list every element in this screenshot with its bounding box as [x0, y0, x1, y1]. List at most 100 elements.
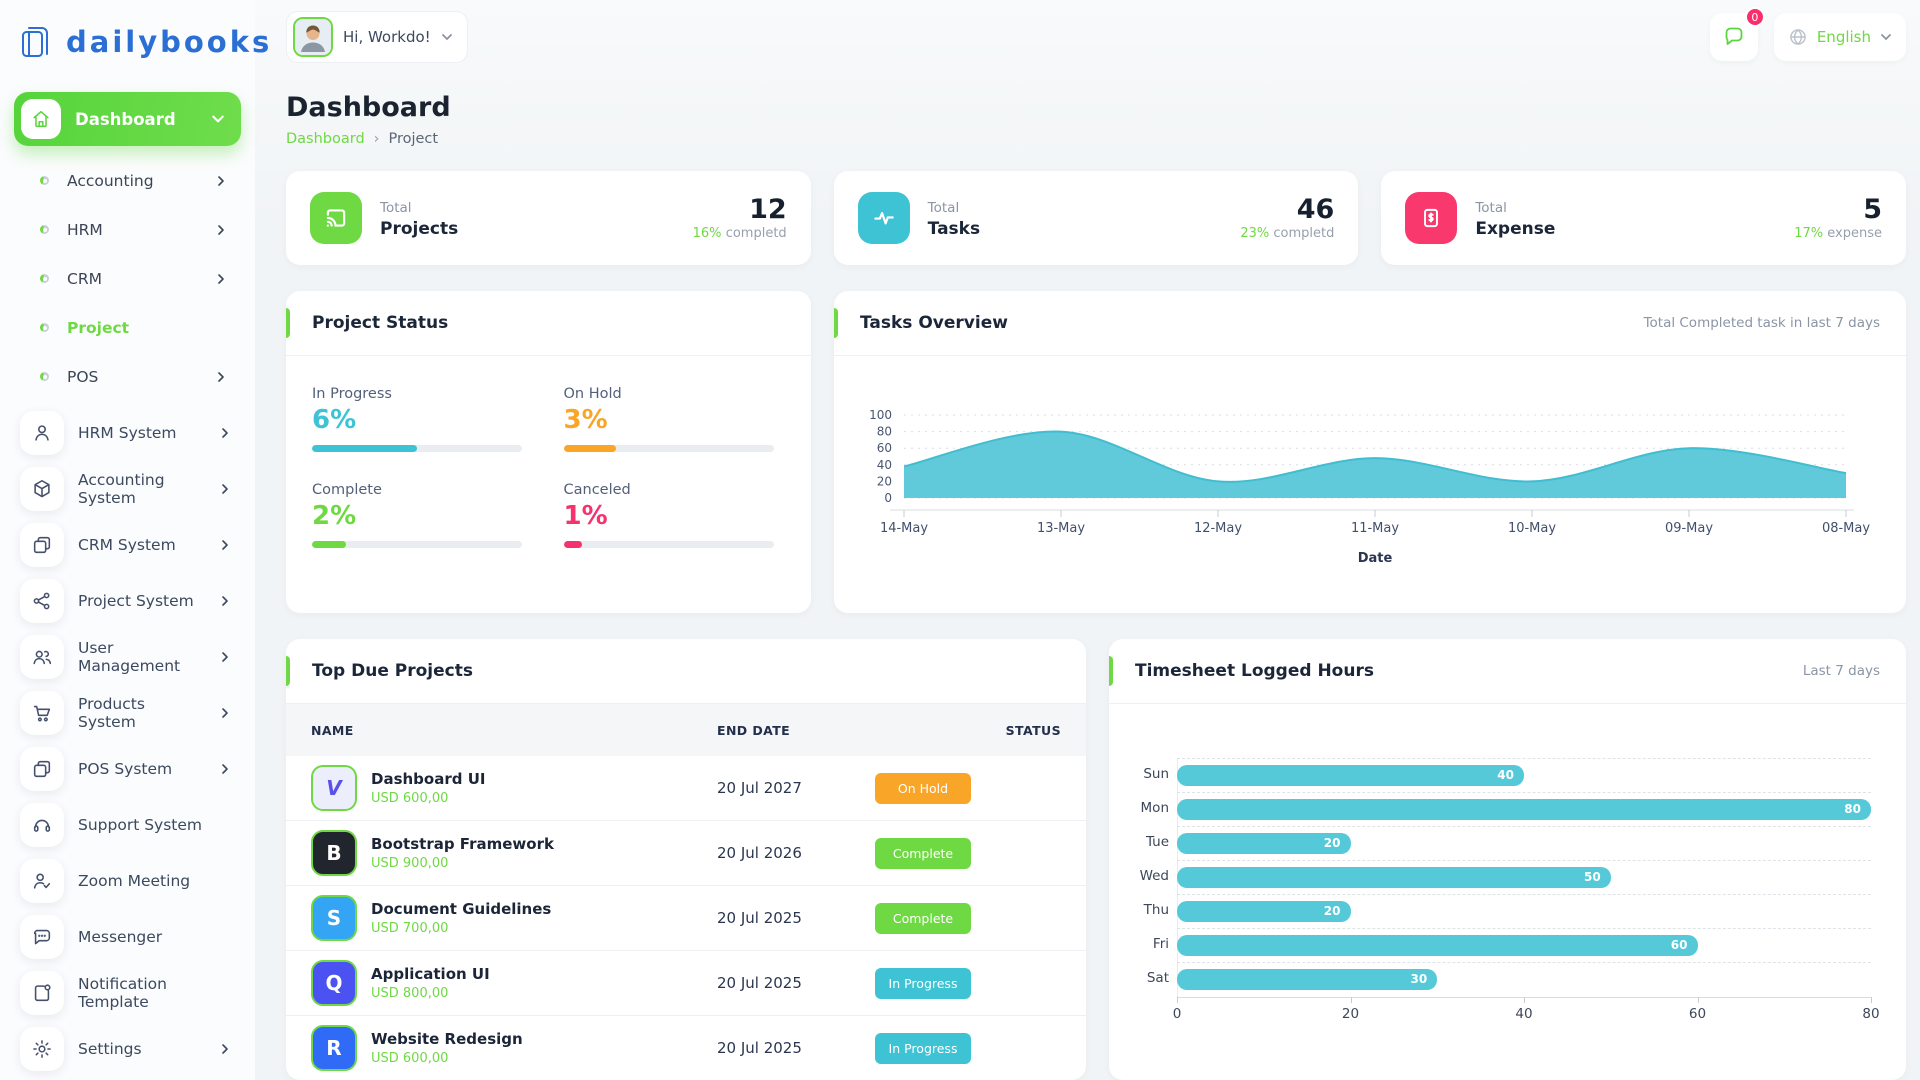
- sidebar-item-notification-template[interactable]: Notification Template: [0, 965, 255, 1021]
- status-value: 1%: [563, 501, 608, 531]
- sidebar-item-hrm[interactable]: HRM: [0, 205, 255, 254]
- status-badge[interactable]: In Progress: [875, 1032, 971, 1064]
- project-name: Website Redesign: [371, 1030, 523, 1048]
- stat-label-top: Total: [380, 200, 412, 216]
- tasks-overview-panel: Tasks Overview Total Completed task in l…: [834, 291, 1906, 613]
- bar[interactable]: 40: [1177, 764, 1524, 786]
- project-logo: V: [311, 765, 357, 811]
- bar[interactable]: 80: [1177, 798, 1871, 820]
- sidebar-item-accounting-system[interactable]: Accounting System: [0, 461, 255, 517]
- table-row[interactable]: B Bootstrap Framework USD 900,00 20 Jul 202…: [286, 821, 1086, 886]
- sidebar-item-label: POS: [67, 367, 99, 386]
- sidebar-item-zoom-meeting[interactable]: Zoom Meeting: [0, 853, 255, 909]
- stat-value: 5: [1863, 193, 1883, 225]
- status-item-complete: Complete 2%: [312, 482, 534, 548]
- table-row[interactable]: S Document Guidelines USD 700,00 20 Jul 202…: [286, 886, 1086, 951]
- table-row[interactable]: R Website Redesign USD 600,00 20 Jul 2025 In…: [286, 1016, 1086, 1080]
- project-logo: B: [311, 830, 357, 876]
- table-body: V Dashboard UI USD 600,00 20 Jul 2027 On Hol…: [286, 756, 1086, 1080]
- sidebar-item-label: CRM: [67, 269, 102, 288]
- stat-subtext: 16% completd: [692, 226, 787, 242]
- project-logo: S: [311, 895, 357, 941]
- status-value: 2%: [312, 501, 357, 531]
- stat-card-tasks[interactable]: Total Tasks 46 23% completd: [833, 171, 1359, 265]
- svg-text:100: 100: [869, 408, 892, 422]
- bar[interactable]: 50: [1177, 866, 1611, 888]
- table-row[interactable]: Q Application UI USD 800,00 20 Jul 2025 In P…: [286, 951, 1086, 1016]
- chevron-right-icon: [215, 175, 227, 187]
- gridline: [1177, 894, 1871, 895]
- sidebar-item-user-management[interactable]: User Management: [0, 629, 255, 685]
- sidebar-item-settings[interactable]: Settings: [0, 1021, 255, 1077]
- chat-icon: [20, 915, 64, 959]
- sidebar-item-messenger[interactable]: Messenger: [0, 909, 255, 965]
- bar[interactable]: 20: [1177, 832, 1351, 854]
- gridline: [1177, 928, 1871, 929]
- sidebar-item-label: HRM: [67, 220, 103, 239]
- status-badge[interactable]: In Progress: [875, 967, 971, 999]
- stat-card-expense[interactable]: Total Expense 5 17% expense: [1381, 171, 1907, 265]
- bar[interactable]: 60: [1177, 934, 1698, 956]
- chevron-right-icon: [215, 224, 227, 236]
- gear-icon: [20, 1027, 64, 1071]
- project-end-date: 20 Jul 2026: [717, 844, 802, 862]
- svg-text:13-May: 13-May: [1037, 521, 1085, 536]
- breadcrumb-dashboard-link[interactable]: Dashboard: [286, 131, 365, 147]
- svg-text:20: 20: [877, 474, 892, 488]
- sidebar-item-dashboard[interactable]: Dashboard: [14, 92, 241, 146]
- stat-value: 46: [1296, 193, 1335, 225]
- sidebar-item-pos[interactable]: POS: [0, 352, 255, 401]
- stat-cards-row: Total Projects 12 16% completd Total Tasks 46 2…: [286, 171, 1907, 265]
- messages-button[interactable]: 0: [1709, 7, 1765, 61]
- status-item-in-progress: In Progress 6%: [312, 386, 534, 452]
- bar-value-label: 50: [1584, 870, 1601, 884]
- bar-category-label: Sat: [1146, 970, 1169, 986]
- svg-text:09-May: 09-May: [1665, 521, 1713, 536]
- project-name: Document Guidelines: [371, 900, 552, 918]
- card-icon: [20, 747, 64, 791]
- status-item-on-hold: On Hold 3%: [563, 386, 786, 452]
- sidebar-item-accounting[interactable]: Accounting: [0, 156, 255, 205]
- stat-subtext: 23% completd: [1240, 226, 1335, 242]
- sidebar-item-pos-system[interactable]: POS System: [0, 741, 255, 797]
- project-logo: R: [311, 1025, 357, 1071]
- status-badge[interactable]: On Hold: [875, 772, 971, 804]
- template-icon: [20, 971, 64, 1015]
- status-badge[interactable]: Complete: [875, 902, 971, 934]
- sidebar-item-hrm-system[interactable]: HRM System: [0, 405, 255, 461]
- stat-label: Expense: [1475, 219, 1556, 239]
- user-menu[interactable]: Hi, Workdo!: [286, 11, 468, 63]
- x-axis-tick-label: 60: [1688, 1006, 1707, 1022]
- sidebar-item-project[interactable]: Project: [0, 303, 255, 352]
- x-axis-tick-label: 0: [1172, 1006, 1182, 1022]
- status-badge[interactable]: Complete: [875, 837, 971, 869]
- bar-value-label: 20: [1323, 904, 1341, 918]
- sidebar-item-support-system[interactable]: Support System: [0, 797, 255, 853]
- chevron-down-icon: [441, 31, 453, 43]
- timesheet-panel: Timesheet Logged Hours Last 7 days Sun 40…: [1109, 639, 1906, 1080]
- top-due-projects-title: Top Due Projects: [312, 661, 473, 681]
- chevron-down-icon: [1880, 31, 1892, 43]
- sidebar-item-crm-system[interactable]: CRM System: [0, 517, 255, 573]
- sidebar-item-label: Products System: [78, 695, 145, 731]
- table-header: NAME END DATE STATUS: [286, 704, 1086, 756]
- sidebar-item-project-system[interactable]: Project System: [0, 573, 255, 629]
- bar[interactable]: 20: [1177, 900, 1351, 922]
- gridline: [1177, 860, 1871, 861]
- bullet-icon: [40, 225, 49, 234]
- language-selector[interactable]: English: [1773, 13, 1906, 61]
- svg-text:12-May: 12-May: [1194, 521, 1242, 536]
- project-amount: USD 700,00: [371, 921, 449, 936]
- bar-value-label: 20: [1323, 836, 1341, 850]
- user-icon: [20, 411, 64, 455]
- sidebar-item-crm[interactable]: CRM: [0, 254, 255, 303]
- project-end-date: 20 Jul 2027: [717, 779, 802, 797]
- card-icon: [20, 523, 64, 567]
- table-row[interactable]: V Dashboard UI USD 600,00 20 Jul 2027 On Hol…: [286, 756, 1086, 821]
- logo[interactable]: dailybooks: [0, 0, 269, 76]
- stat-card-projects[interactable]: Total Projects 12 16% completd: [286, 171, 811, 265]
- sidebar-item-products-system[interactable]: Products System: [0, 685, 255, 741]
- project-status-title: Project Status: [312, 313, 449, 333]
- bar-category-label: Thu: [1143, 902, 1169, 918]
- bar[interactable]: 30: [1177, 968, 1438, 990]
